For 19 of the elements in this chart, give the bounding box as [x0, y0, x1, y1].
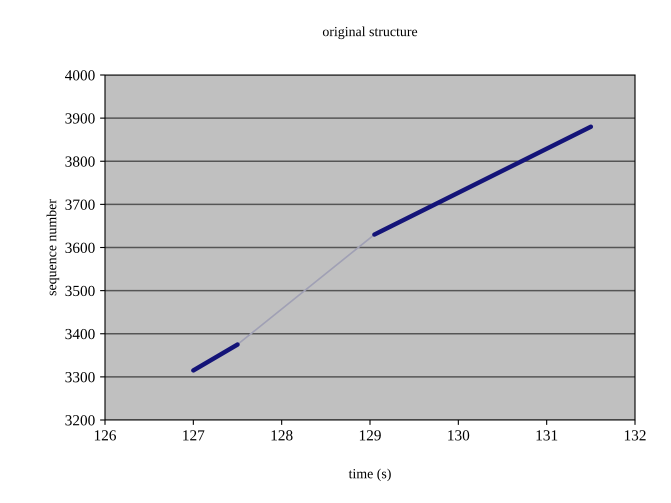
x-tick-label: 132	[624, 430, 646, 440]
y-tick-label: 3700	[65, 200, 95, 210]
x-tick-label: 131	[536, 430, 558, 440]
y-tick-label: 3300	[65, 372, 95, 382]
x-axis-title: time (s)	[348, 468, 391, 482]
y-tick-label: 4000	[65, 70, 95, 80]
x-tick-label: 130	[448, 430, 470, 440]
chart-title: original structure	[322, 26, 418, 40]
x-tick-label: 127	[183, 430, 204, 440]
y-tick-label: 3800	[65, 156, 95, 167]
x-tick-label: 129	[360, 430, 381, 440]
x-tick-label: 128	[272, 430, 293, 440]
y-tick-label: 3400	[65, 328, 95, 340]
y-tick-label: 3500	[65, 286, 95, 296]
y-axis-title: sequence number	[46, 199, 60, 296]
y-tick-label: 3200	[65, 415, 95, 426]
y-tick-label: 3900	[65, 113, 95, 124]
x-tick-label: 126	[94, 430, 116, 440]
y-tick-label: 3600	[65, 242, 95, 253]
